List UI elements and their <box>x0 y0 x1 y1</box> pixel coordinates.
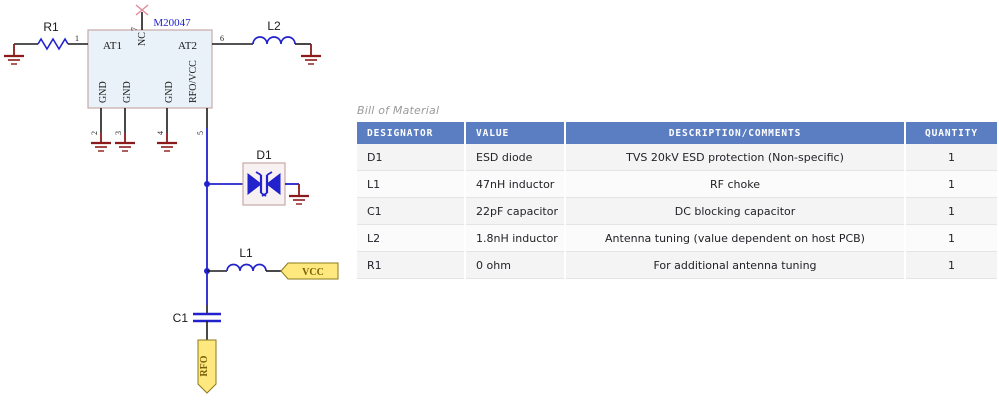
ground-symbol-l2 <box>301 44 321 65</box>
component-l1-inductor <box>226 263 267 272</box>
component-r1-resistor <box>37 37 69 51</box>
cell-value: 0 ohm <box>465 251 566 279</box>
cell-value: 22pF capacitor <box>465 197 566 225</box>
pin-number-5: 5 <box>196 131 205 135</box>
chip-pin-label-nc: NC <box>137 32 148 46</box>
port-rfo-shape[interactable] <box>197 339 217 394</box>
port-vcc-shape[interactable] <box>280 262 339 280</box>
cell-quantity: 1 <box>905 197 997 225</box>
pin-number-4: 4 <box>156 131 165 135</box>
component-label-l2: L2 <box>267 19 281 33</box>
component-d1-tvs-diode <box>247 171 281 197</box>
pin4-ground-group: 4 <box>156 108 177 152</box>
cell-quantity: 1 <box>905 144 997 171</box>
nc-cross-icon <box>135 4 149 16</box>
chip-pin-label-at1: AT1 <box>103 40 122 52</box>
chip-pin-label-gnd-4: GND <box>164 81 175 103</box>
cell-quantity: 1 <box>905 224 997 252</box>
pin-number-1: 1 <box>75 34 79 43</box>
pin3-ground-group: 3 <box>114 108 135 152</box>
component-label-r1: R1 <box>43 20 59 34</box>
cell-designator: R1 <box>357 251 466 279</box>
pin-number-6: 6 <box>220 34 224 43</box>
component-label-l1: L1 <box>239 246 253 260</box>
chip-pin-label-gnd-2: GND <box>98 81 109 103</box>
bom-header-quantity: QUANTITY <box>905 122 997 144</box>
chip-pin-label-gnd-3: GND <box>122 81 133 103</box>
bill-of-material-section: Bill of Material DESIGNATOR VALUE DESCRI… <box>357 104 997 279</box>
pin-number-3: 3 <box>114 131 123 135</box>
bom-header-value: VALUE <box>465 122 566 144</box>
component-label-c1: C1 <box>173 311 189 325</box>
chip-body <box>87 29 213 109</box>
ground-symbol-d1 <box>289 184 309 205</box>
cell-designator: C1 <box>357 197 466 225</box>
table-row: D1 ESD diode TVS 20kV ESD protection (No… <box>357 144 997 171</box>
bom-table: DESIGNATOR VALUE DESCRIPTION/COMMENTS QU… <box>357 122 997 279</box>
cell-value: 47nH inductor <box>465 170 566 198</box>
cell-value: 1.8nH inductor <box>465 224 566 252</box>
pin2-ground-group: 2 <box>90 108 111 152</box>
cell-designator: L2 <box>357 224 466 252</box>
pin-number-7: 7 <box>130 27 139 31</box>
chip-part-number: M20047 <box>153 17 191 29</box>
bom-table-header-row: DESIGNATOR VALUE DESCRIPTION/COMMENTS QU… <box>357 122 997 144</box>
port-rfo-label: RFO <box>199 355 210 376</box>
cell-description: Antenna tuning (value dependent on host … <box>565 224 906 252</box>
component-l2-inductor <box>252 36 296 45</box>
cell-value: ESD diode <box>465 144 566 171</box>
bom-header-designator: DESIGNATOR <box>357 122 466 144</box>
component-label-d1: D1 <box>256 148 272 162</box>
cell-designator: L1 <box>357 170 466 198</box>
cell-description: DC blocking capacitor <box>565 197 906 225</box>
bom-caption: Bill of Material <box>357 104 440 117</box>
table-row: R1 0 ohm For additional antenna tuning 1 <box>357 251 997 279</box>
cell-quantity: 1 <box>905 170 997 198</box>
cell-designator: D1 <box>357 144 466 171</box>
pin-number-2: 2 <box>90 131 99 135</box>
component-c1-capacitor <box>193 312 221 323</box>
chip-pin-label-at2: AT2 <box>178 40 197 52</box>
cell-description: TVS 20kV ESD protection (Non-specific) <box>565 144 906 171</box>
ground-symbol-r1 <box>4 44 24 65</box>
schematic-diagram: M20047 AT1 AT2 NC GND GND GND RFO/VCC 7 … <box>4 4 339 394</box>
chip-pin-label-rfo-vcc: RFO/VCC <box>188 60 199 103</box>
table-row: L2 1.8nH inductor Antenna tuning (value … <box>357 224 997 252</box>
cell-quantity: 1 <box>905 251 997 279</box>
cell-description: RF choke <box>565 170 906 198</box>
table-row: C1 22pF capacitor DC blocking capacitor … <box>357 197 997 225</box>
table-row: L1 47nH inductor RF choke 1 <box>357 170 997 198</box>
bom-header-description: DESCRIPTION/COMMENTS <box>565 122 906 144</box>
cell-description: For additional antenna tuning <box>565 251 906 279</box>
port-vcc-label: VCC <box>302 267 324 278</box>
